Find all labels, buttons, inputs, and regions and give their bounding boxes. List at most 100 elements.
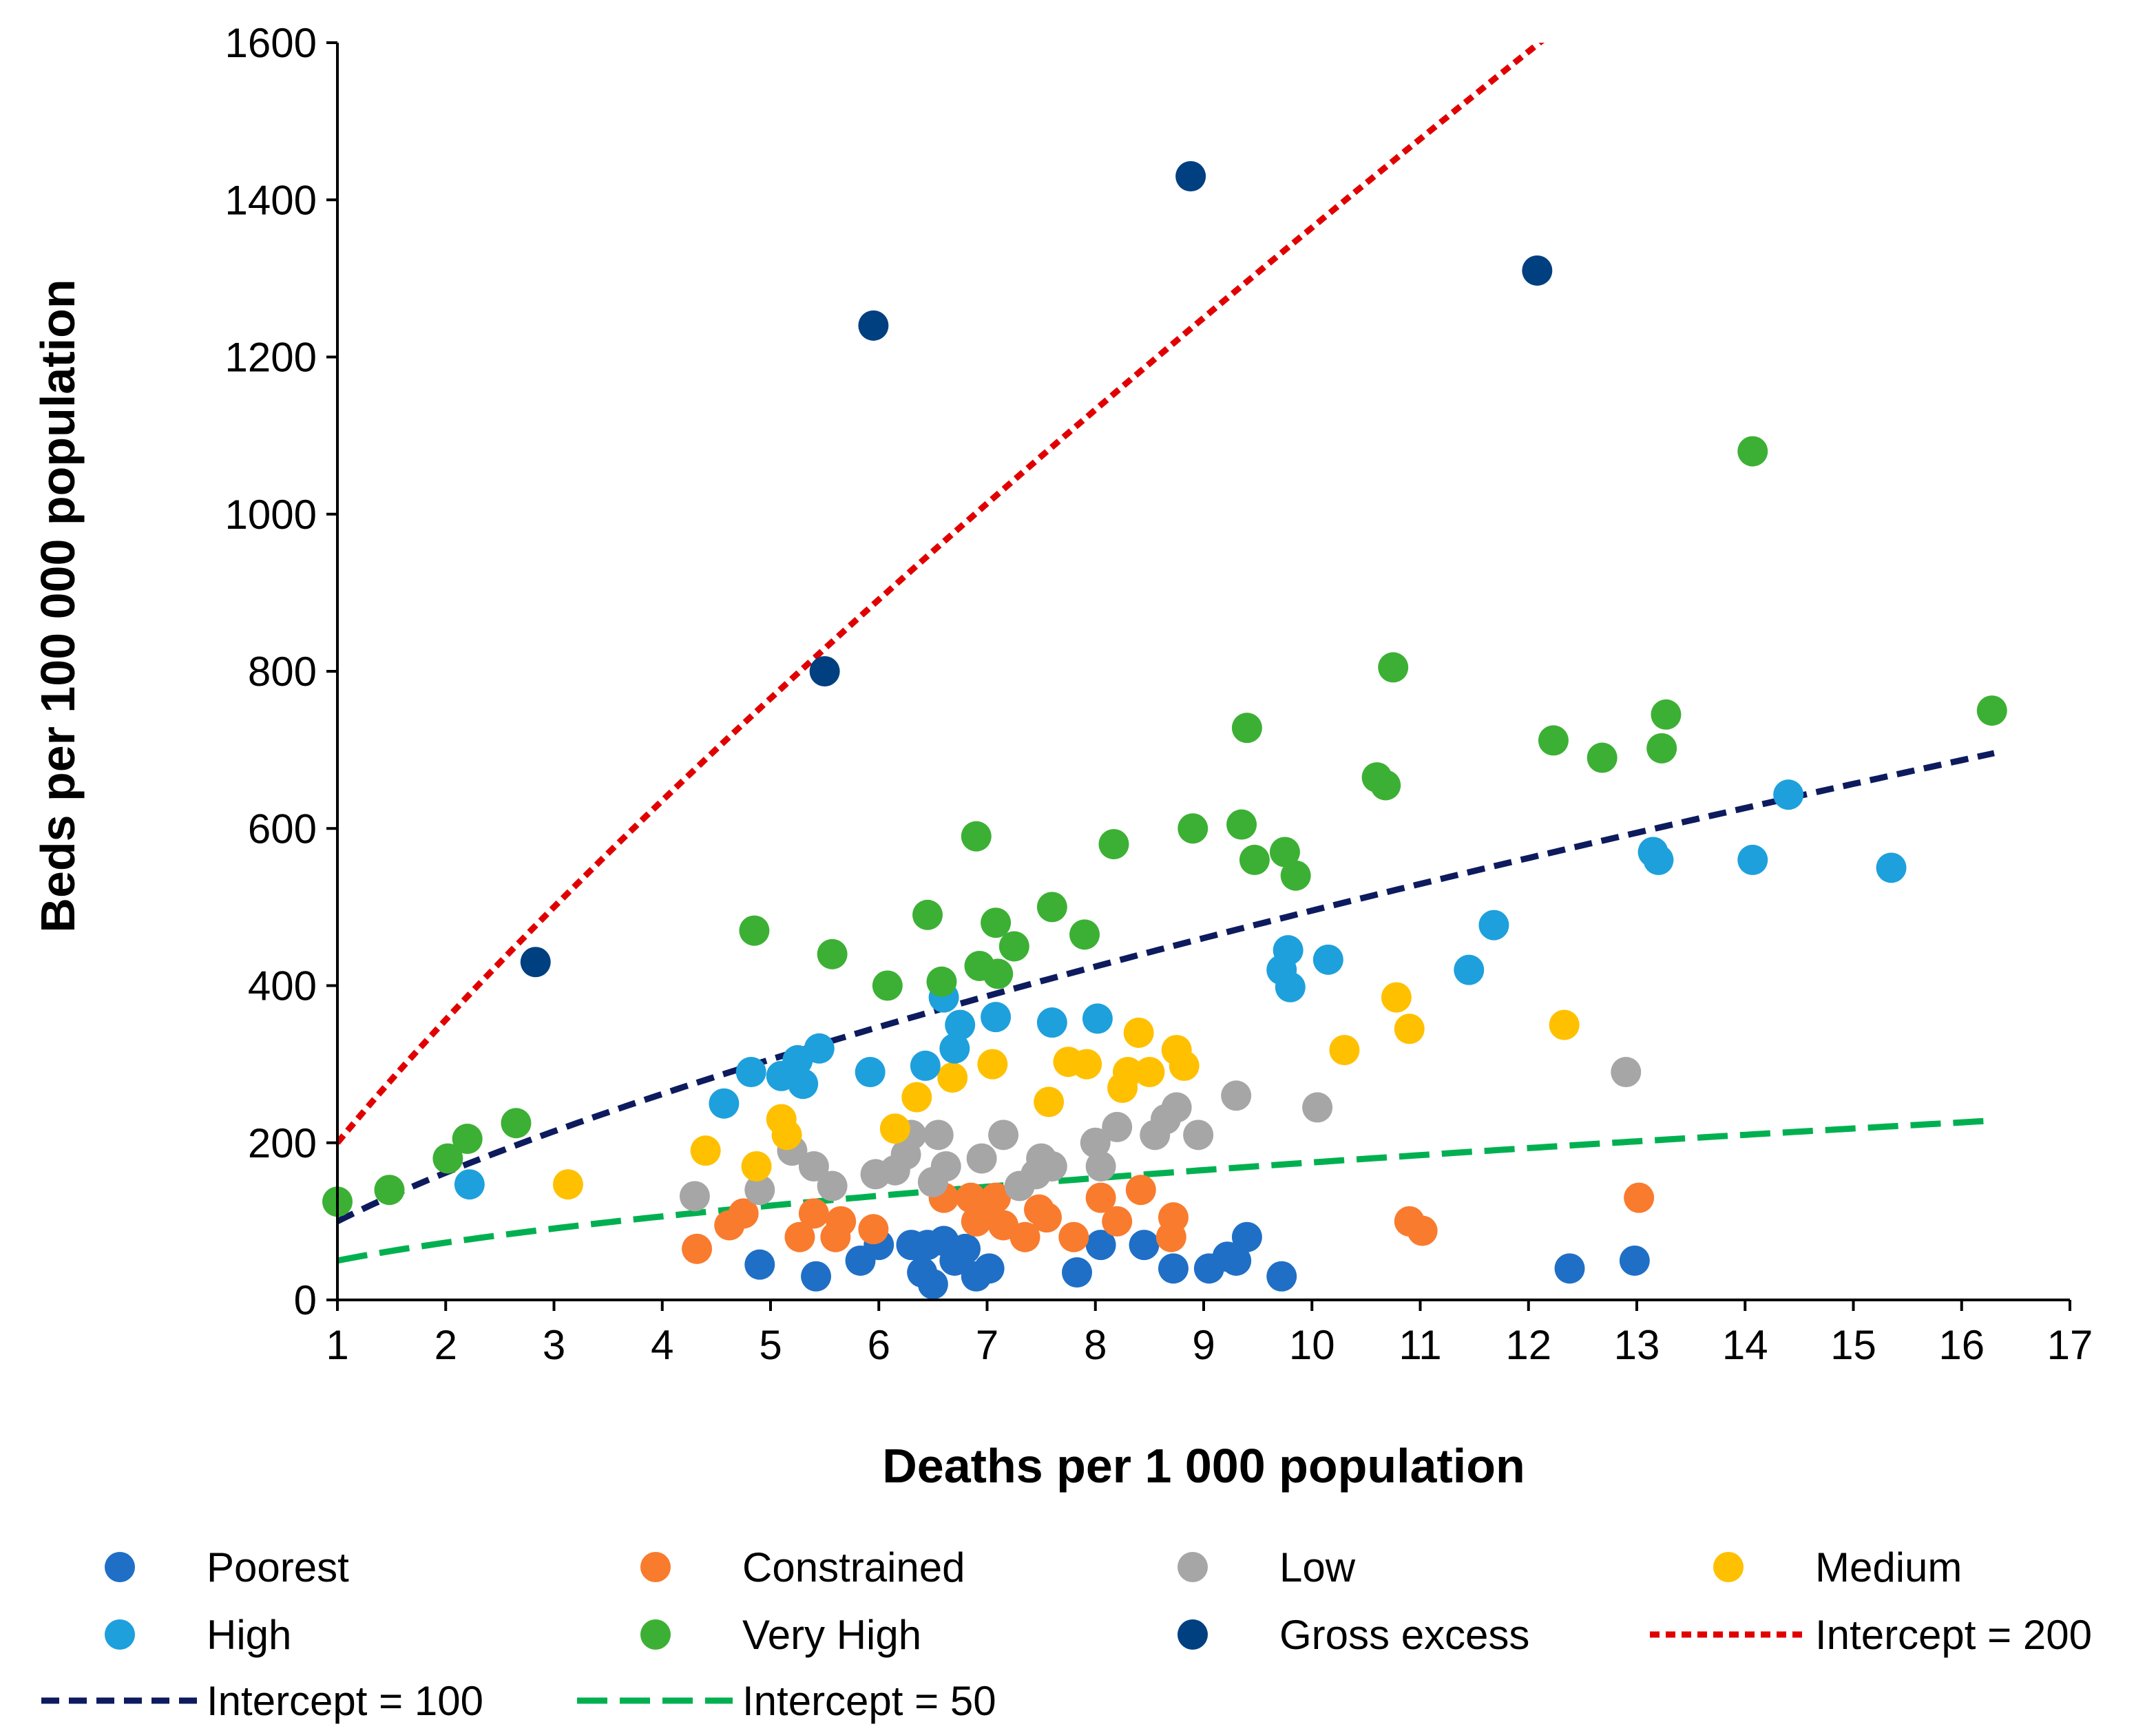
point-high [1737, 844, 1768, 875]
x-tick-label: 10 [1289, 1322, 1335, 1368]
point-low [923, 1120, 954, 1151]
legend-intercept-50-label: Intercept = 50 [742, 1678, 996, 1724]
point-medium [1112, 1057, 1143, 1088]
point-high [945, 1009, 976, 1040]
point-very-high [1651, 699, 1682, 730]
point-constrained [784, 1221, 815, 1252]
legend-constrained-label: Constrained [742, 1544, 965, 1590]
x-tick-label: 17 [2047, 1322, 2093, 1368]
point-medium [1123, 1017, 1154, 1048]
legend-high-label: High [207, 1612, 291, 1658]
legend-poorest-marker [105, 1552, 135, 1582]
point-medium [901, 1082, 932, 1113]
legend-poorest-label: Poorest [207, 1544, 349, 1590]
legend-medium-label: Medium [1815, 1544, 1962, 1590]
point-low [1183, 1120, 1214, 1151]
point-low [1080, 1127, 1111, 1158]
point-low [1085, 1151, 1116, 1181]
point-high [1082, 1003, 1113, 1034]
point-low [1611, 1057, 1642, 1088]
point-high [735, 1057, 766, 1088]
y-tick-label: 400 [248, 963, 317, 1009]
point-high [910, 1050, 941, 1081]
point-high [1773, 779, 1804, 810]
point-medium [690, 1135, 721, 1166]
point-very-high [1239, 844, 1270, 875]
point-medium [1329, 1035, 1360, 1066]
point-high [1643, 844, 1674, 875]
point-medium [552, 1169, 583, 1200]
point-medium [1034, 1086, 1065, 1117]
point-low [1302, 1092, 1333, 1123]
point-gross-excess [1175, 161, 1206, 192]
point-poorest [1158, 1253, 1189, 1284]
point-high [804, 1033, 835, 1064]
point-very-high [1370, 770, 1401, 801]
x-tick-label: 11 [1399, 1322, 1441, 1368]
legend-constrained-marker [640, 1552, 671, 1582]
point-low [679, 1181, 710, 1212]
point-medium [1394, 1013, 1425, 1044]
point-constrained [682, 1233, 713, 1264]
point-high [1312, 944, 1343, 975]
point-very-high [1069, 919, 1100, 950]
point-high [1273, 935, 1304, 966]
trend-line-intercept-100 [337, 750, 1995, 1224]
x-tick-label: 13 [1614, 1322, 1660, 1368]
point-very-high [926, 966, 957, 997]
point-very-high [912, 899, 943, 930]
point-very-high [1226, 809, 1257, 840]
trend-lines [337, 43, 1995, 1264]
legend-very-high-marker [640, 1619, 671, 1650]
x-tick-label: 4 [651, 1322, 673, 1368]
legend-high-marker [105, 1619, 135, 1650]
y-tick-label: 800 [248, 649, 317, 695]
x-tick-label: 2 [435, 1322, 457, 1368]
y-tick-label: 1400 [225, 177, 317, 223]
x-tick-label: 16 [1938, 1322, 1985, 1368]
point-very-high [1378, 652, 1409, 683]
point-high [1454, 954, 1485, 985]
point-constrained [798, 1198, 829, 1229]
legend-intercept-100-label: Intercept = 100 [207, 1678, 483, 1724]
point-very-high [432, 1143, 463, 1174]
point-low [817, 1170, 848, 1201]
legend: Poorest Constrained Low Medium High Very High… [41, 1544, 2092, 1724]
point-very-high [501, 1108, 532, 1139]
point-low [744, 1175, 775, 1206]
point-constrained [1085, 1182, 1116, 1213]
point-high [454, 1169, 485, 1200]
point-constrained [1058, 1221, 1089, 1252]
point-low [930, 1151, 961, 1181]
point-poorest [1619, 1245, 1650, 1276]
point-very-high [961, 821, 992, 852]
point-gross-excess [1522, 255, 1553, 286]
point-very-high [983, 958, 1014, 989]
point-poorest [744, 1249, 775, 1280]
point-constrained [826, 1206, 857, 1237]
point-constrained [1009, 1221, 1040, 1252]
point-low [1102, 1111, 1133, 1142]
x-tick-label: 5 [759, 1322, 782, 1368]
x-tick-label: 1 [326, 1322, 348, 1368]
point-high [1478, 910, 1509, 941]
point-constrained [1125, 1175, 1156, 1206]
point-poorest [917, 1269, 948, 1300]
point-medium [771, 1120, 802, 1151]
point-poorest [1266, 1261, 1297, 1292]
point-constrained [1407, 1215, 1438, 1246]
point-poorest [1554, 1253, 1585, 1284]
point-very-high [817, 938, 848, 969]
point-constrained [1031, 1202, 1062, 1233]
point-very-high [452, 1124, 483, 1155]
point-low [798, 1151, 829, 1181]
point-medium [1169, 1050, 1200, 1081]
point-medium [1071, 1049, 1102, 1080]
point-constrained [728, 1198, 759, 1229]
point-high [855, 1057, 886, 1088]
x-tick-label: 9 [1192, 1322, 1215, 1368]
legend-medium-marker [1713, 1552, 1744, 1582]
point-constrained [1158, 1202, 1189, 1233]
